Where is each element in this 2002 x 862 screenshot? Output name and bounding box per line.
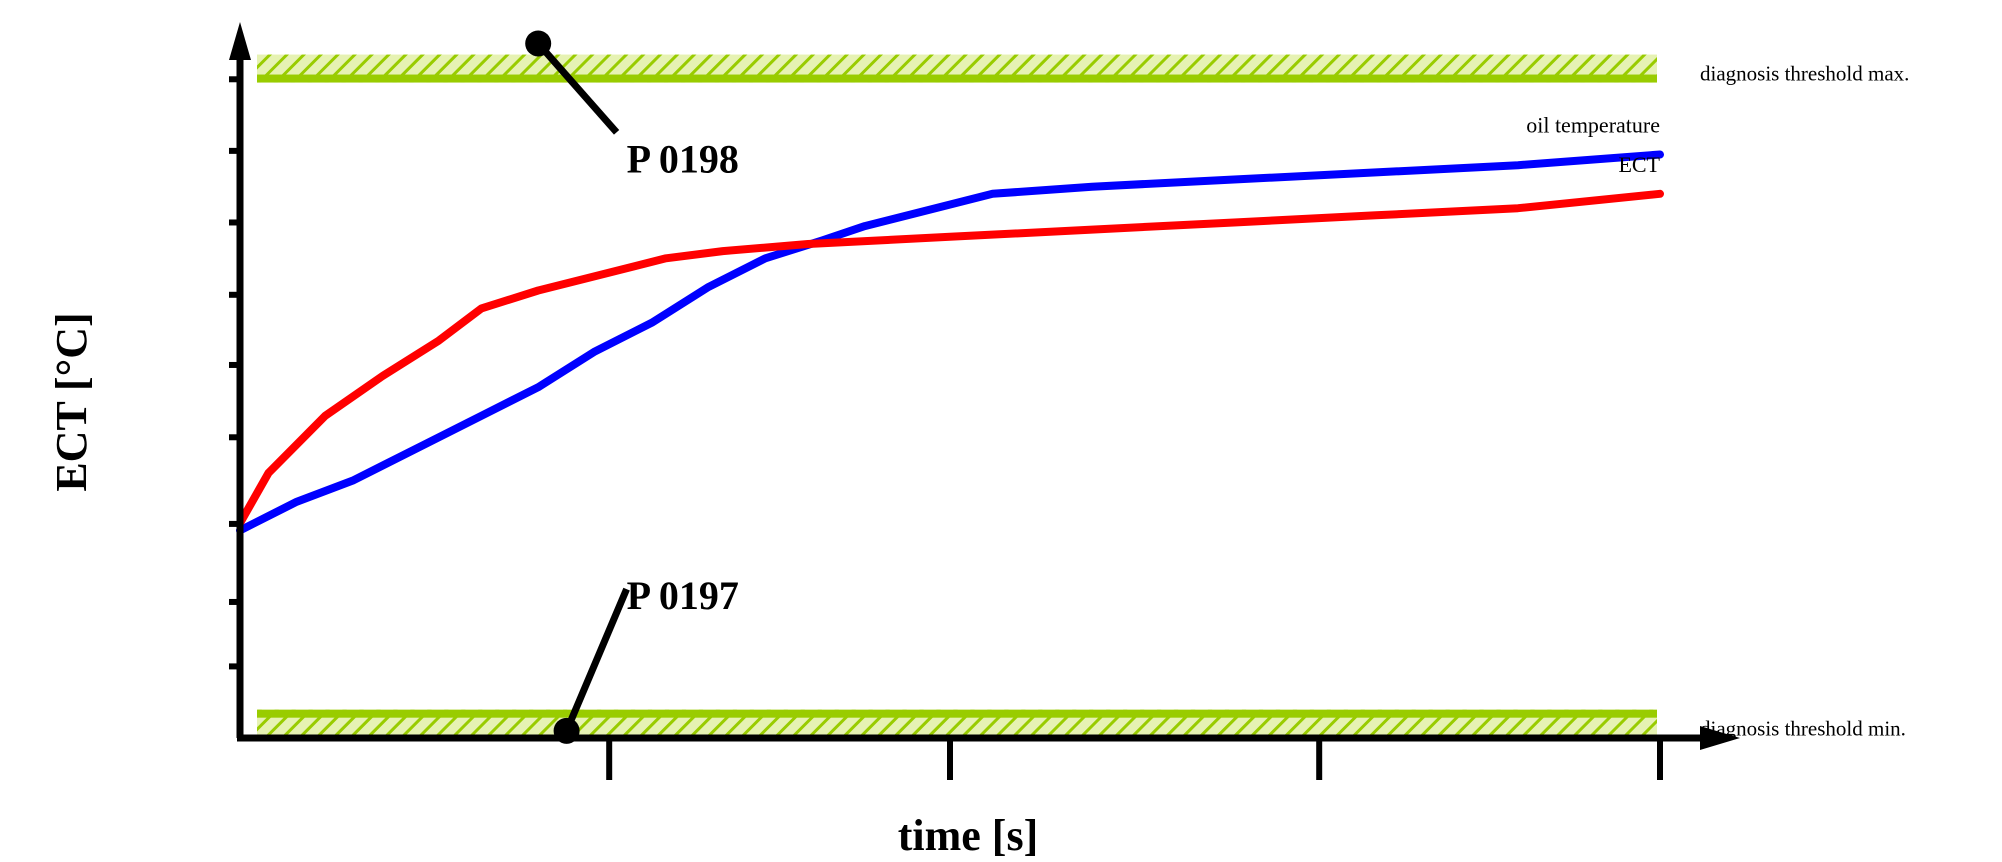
threshold-min-line — [257, 709, 1657, 718]
threshold-max-label: diagnosis threshold max. — [1700, 62, 1909, 86]
x-axis-arrow — [1700, 726, 1740, 750]
y-axis-label: ECT [°C] — [47, 312, 96, 491]
series-label-oil-temperature: oil temperature — [1526, 112, 1660, 137]
series-line-oil-temperature — [236, 150, 1664, 535]
series-line-ect — [236, 189, 1664, 528]
annotation-dot-p0198 — [525, 30, 552, 57]
x-axis-label: time [s] — [898, 811, 1039, 860]
y-axis-arrow — [229, 22, 251, 60]
series-label-ect: ECT — [1618, 152, 1660, 177]
annotation-layer: P 0198 P 0197 — [525, 30, 739, 744]
annotation-label-p0197: P 0197 — [627, 573, 739, 618]
threshold-max-line — [257, 74, 1657, 83]
annotation-pointer-p0198 — [535, 41, 620, 135]
tick-layer — [229, 76, 1663, 780]
annotation-label-p0198: P 0198 — [627, 136, 739, 181]
threshold-layer: diagnosis threshold max.diagnosis thresh… — [257, 54, 1909, 741]
annotation-pointer-p0197 — [563, 587, 630, 733]
series-layer: oil temperature ECT — [236, 112, 1664, 535]
